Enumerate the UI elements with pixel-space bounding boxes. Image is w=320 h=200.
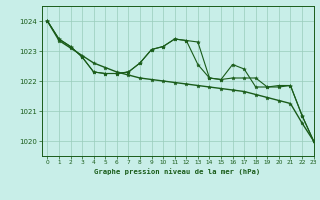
X-axis label: Graphe pression niveau de la mer (hPa): Graphe pression niveau de la mer (hPa) <box>94 168 261 175</box>
